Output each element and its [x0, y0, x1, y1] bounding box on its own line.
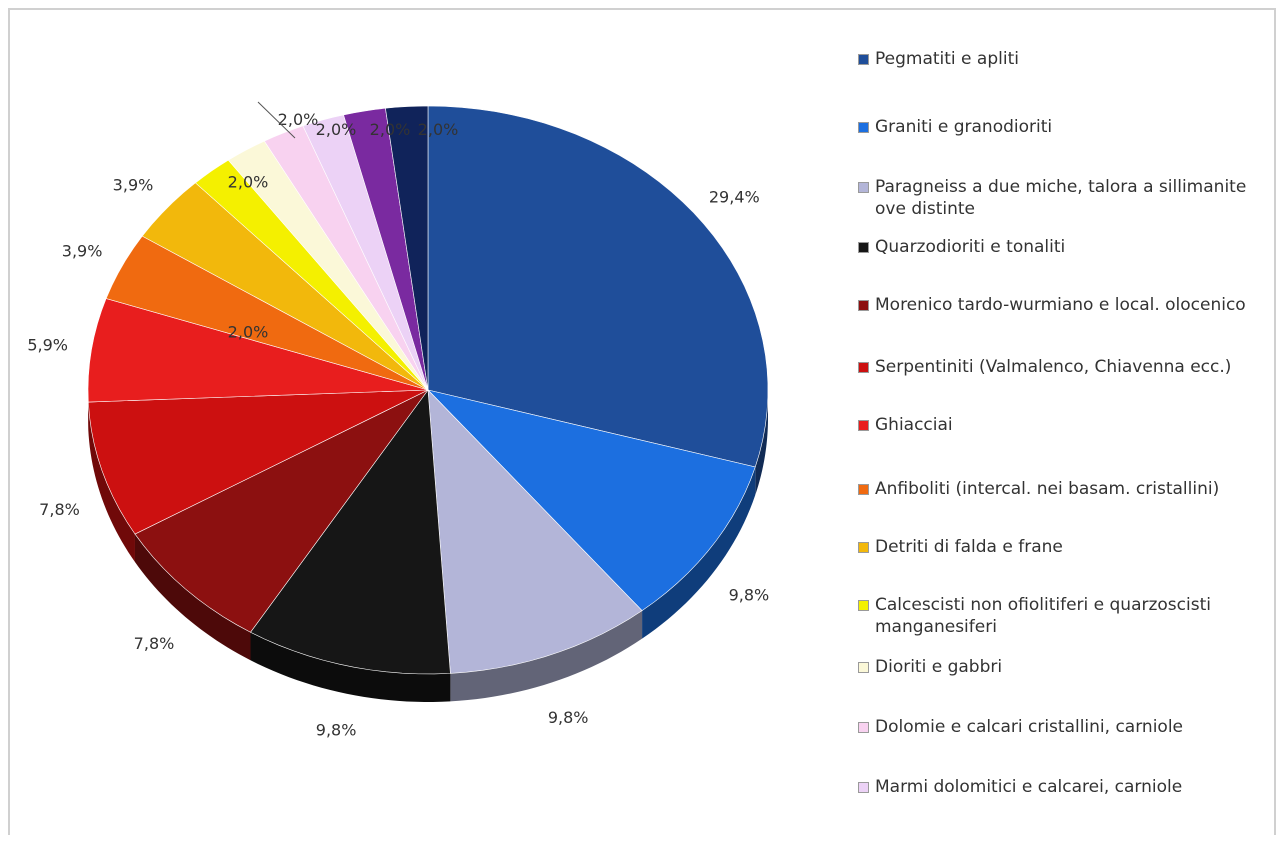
- pie-slice: [427, 105, 769, 468]
- legend-swatch: [858, 782, 869, 793]
- legend-item: Ghiacciai: [858, 414, 1278, 436]
- legend-label: Morenico tardo-wurmiano e local. oloceni…: [875, 295, 1246, 315]
- slice-percentage-label: 2,0%: [418, 120, 459, 139]
- legend-swatch: [858, 662, 869, 673]
- legend-swatch: [858, 182, 869, 193]
- pie-slice: [134, 389, 429, 633]
- pie-chart: 29,4% 9,8% 9,8% 9,8% 7,8% 7,8% 5,9% 3,9% 3,9% 2,0…: [27, 101, 770, 740]
- legend-swatch: [858, 300, 869, 311]
- pie-slice: [87, 389, 429, 535]
- slice-percentage-label: 3,9%: [113, 175, 154, 194]
- pie-slice-side: [450, 610, 643, 702]
- slice-percentage-label: 9,8%: [548, 708, 589, 727]
- slice-percentage-label: 2,0%: [228, 173, 269, 192]
- legend-item: Quarzodioriti e tonaliti: [858, 236, 1278, 258]
- legend-item: Detriti di falda e frane: [858, 536, 1278, 558]
- slice-percentage-label: 7,8%: [39, 500, 80, 519]
- legend-label: Serpentiniti (Valmalenco, Chiavenna ecc.…: [875, 357, 1232, 377]
- slice-percentage-label: 2,0%: [370, 120, 411, 139]
- legend-label: Detriti di falda e frane: [875, 537, 1063, 557]
- legend-item: Calcescisti non ofiolitiferi e quarzosci…: [858, 594, 1278, 638]
- legend-swatch: [858, 542, 869, 553]
- legend-label: Anfiboliti (intercal. nei basam. cristal…: [875, 479, 1220, 499]
- pie-slice: [427, 389, 756, 612]
- legend-label: Paragneiss a due miche, talora a sillima…: [875, 177, 1247, 219]
- legend-item: Morenico tardo-wurmiano e local. oloceni…: [858, 294, 1278, 316]
- slice-percentage-label: 5,9%: [27, 335, 68, 354]
- pie-slice-side: [642, 467, 756, 639]
- legend-item: Serpentiniti (Valmalenco, Chiavenna ecc.…: [858, 356, 1278, 378]
- legend-swatch: [858, 54, 869, 65]
- pie-slice: [427, 389, 643, 674]
- legend-item: Pegmatiti e apliti: [858, 48, 1278, 70]
- legend-label: Quarzodioriti e tonaliti: [875, 237, 1066, 257]
- pie-slice: [385, 105, 429, 391]
- chart-frame: 29,4% 9,8% 9,8% 9,8% 7,8% 7,8% 5,9% 3,9% 3,9% 2,0…: [8, 8, 1276, 835]
- pie-slice-side: [755, 390, 768, 496]
- legend-item: Graniti e granodioriti: [858, 116, 1278, 138]
- legend-item: Marmi dolomitici e calcarei, carniole: [858, 776, 1278, 798]
- slice-percentage-label: 2,0%: [228, 323, 269, 342]
- legend-item: Dioriti e gabbri: [858, 656, 1278, 678]
- legend-label: Dioriti e gabbri: [875, 657, 1003, 677]
- pie-slice-side: [250, 632, 451, 702]
- legend-item: Anfiboliti (intercal. nei basam. cristal…: [858, 478, 1278, 500]
- pie-slice: [141, 182, 429, 391]
- legend-label: Ghiacciai: [875, 415, 953, 435]
- pie-slice: [250, 389, 451, 675]
- slice-percentage-label: 29,4%: [709, 187, 760, 206]
- slice-percentage-label: 2,0%: [316, 120, 357, 139]
- slice-percentage-label: 9,8%: [316, 721, 357, 740]
- legend-label: Dolomie e calcari cristallini, carniole: [875, 717, 1184, 737]
- slice-percentage-label: 7,8%: [134, 634, 175, 653]
- legend-label: Graniti e granodioriti: [875, 117, 1053, 137]
- pie-slice-side: [134, 534, 251, 661]
- slice-percentage-label: 9,8%: [729, 586, 770, 605]
- legend-label: Calcescisti non ofiolitiferi e quarzosci…: [875, 595, 1211, 637]
- legend-swatch: [858, 362, 869, 373]
- pie-slice-side: [88, 402, 135, 563]
- legend-item: Paragneiss a due miche, talora a sillima…: [858, 176, 1278, 220]
- legend-item: Dolomie e calcari cristallini, carniole: [858, 716, 1278, 738]
- legend-swatch: [858, 122, 869, 133]
- pie-slice: [105, 235, 429, 391]
- legend-swatch: [858, 484, 869, 495]
- legend-swatch: [858, 242, 869, 253]
- legend-swatch: [858, 722, 869, 733]
- pie-slice: [87, 298, 429, 403]
- legend-swatch: [858, 600, 869, 611]
- slice-percentage-label: 2,0%: [278, 110, 319, 129]
- slice-percentage-label: 3,9%: [62, 241, 103, 260]
- label-leader-line: [257, 101, 296, 139]
- legend-label: Marmi dolomitici e calcarei, carniole: [875, 777, 1183, 797]
- legend-label: Pegmatiti e apliti: [875, 49, 1019, 69]
- legend-swatch: [858, 420, 869, 431]
